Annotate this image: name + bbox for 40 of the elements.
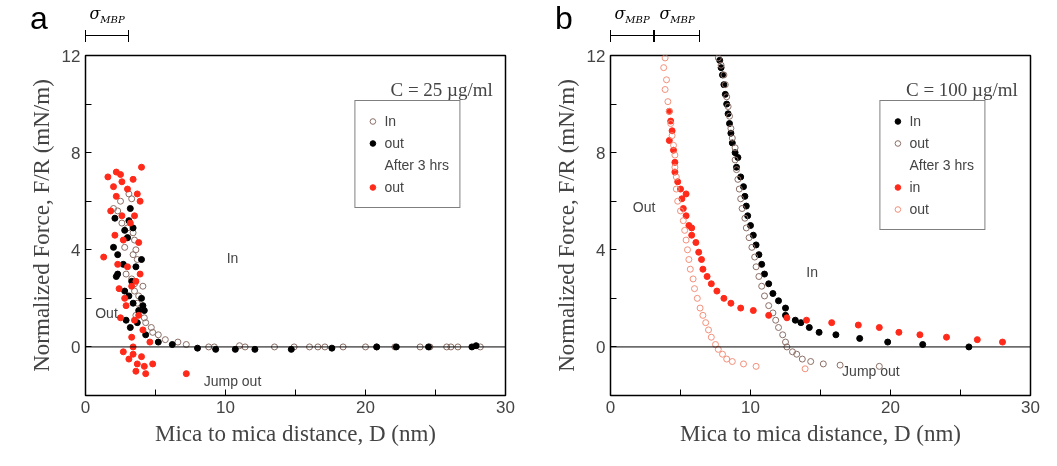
annotation: Jump out xyxy=(203,372,262,389)
annotation: Out xyxy=(632,199,656,216)
chart-title: a xyxy=(30,0,48,37)
x-axis-title: Mica to mica distance, D (nm) xyxy=(154,420,437,446)
y-tick-label: 12 xyxy=(61,46,81,66)
annotation: Jump out xyxy=(842,362,900,379)
text: σ$_{MBP}$ xyxy=(88,4,126,26)
legend-label: out xyxy=(384,135,405,151)
x-tick-label: 20 xyxy=(881,397,900,417)
legend-label: In xyxy=(909,113,923,129)
y-tick-label: 0 xyxy=(71,337,81,357)
y-tick-label: 4 xyxy=(596,240,606,260)
legend-label: out xyxy=(384,179,405,195)
x-tick-label: 20 xyxy=(356,397,375,417)
legend-title: After 3 hrs xyxy=(909,157,974,173)
y-tick-label: 8 xyxy=(71,143,81,163)
y-axis-title: Normalized Force, F/R (mN/m) xyxy=(28,79,54,372)
y-tick-label: 0 xyxy=(596,337,606,357)
legend-label: in xyxy=(909,179,922,195)
annotation: In xyxy=(806,263,818,280)
x-tick-label: 30 xyxy=(496,397,515,417)
x-tick-label: 10 xyxy=(216,397,235,417)
annotation: C = 25 µg/ml xyxy=(390,79,493,101)
text: σ$_{MBP}$ xyxy=(658,4,696,26)
annotation: C = 100 µg/ml xyxy=(905,79,1018,101)
x-tick-label: 10 xyxy=(741,397,760,417)
legend-title: After 3 hrs xyxy=(384,157,449,173)
y-tick-label: 4 xyxy=(71,240,81,260)
chart-title: b xyxy=(555,0,573,37)
annotation: In xyxy=(226,250,239,267)
text: σ$_{MBP}$ xyxy=(613,4,651,26)
y-axis-title: Normalized Force, F/R (mN/m) xyxy=(553,79,579,372)
legend-label: out xyxy=(909,201,930,217)
legend-label: In xyxy=(384,113,398,129)
y-tick-label: 12 xyxy=(586,46,606,66)
annotation: Out xyxy=(95,304,118,321)
legend-label: out xyxy=(909,135,930,151)
y-tick-label: 8 xyxy=(596,143,606,163)
x-tick-label: 30 xyxy=(1021,397,1040,417)
x-axis-title: Mica to mica distance, D (nm) xyxy=(679,420,962,446)
